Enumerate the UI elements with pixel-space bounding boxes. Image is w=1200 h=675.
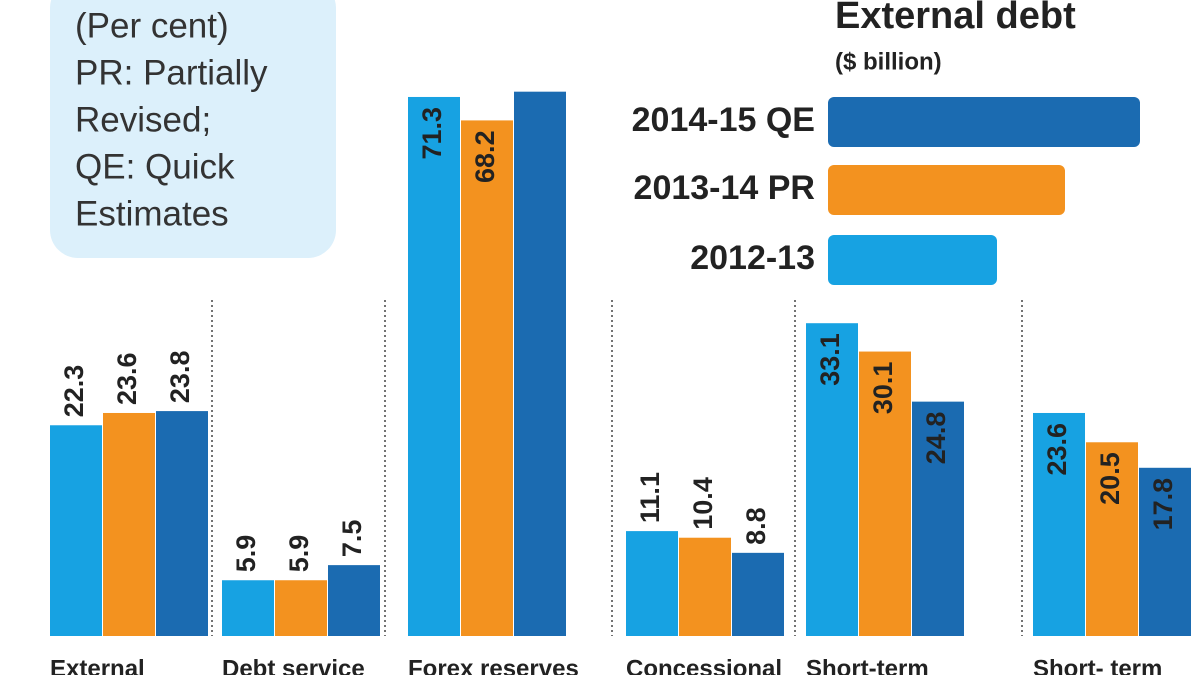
- note-box: [50, 0, 336, 258]
- chart-subtitle: ($ billion): [835, 48, 942, 75]
- bar: [1139, 467, 1191, 636]
- chart-title: External debt: [835, 0, 1076, 37]
- value-label: 7.5: [337, 520, 367, 558]
- value-label: 5.9: [231, 535, 261, 573]
- bar: [461, 120, 513, 636]
- legend-label: 2013-14 PR: [634, 169, 815, 207]
- bar: [50, 425, 102, 636]
- value-label: 30.1: [868, 362, 898, 415]
- legend-swatch: [828, 165, 1065, 215]
- bar: [1086, 442, 1138, 636]
- value-label: 22.3: [59, 365, 89, 418]
- value-label: 71.3: [417, 107, 447, 160]
- bar: [679, 537, 731, 636]
- legend-label: 2012-13: [690, 239, 815, 277]
- legend-swatch: [828, 235, 997, 285]
- bar: [1033, 412, 1085, 636]
- x-tick-label: Short- term: [1033, 655, 1162, 675]
- value-label: 23.6: [112, 352, 142, 405]
- value-label: 33.1: [815, 333, 845, 386]
- x-tick-label: Debt service: [222, 655, 365, 675]
- x-tick-label: Short-term: [806, 655, 929, 675]
- value-label: 17.8: [1148, 478, 1178, 531]
- value-label: 23.6: [1042, 423, 1072, 476]
- bar: [626, 531, 678, 636]
- bar: [275, 580, 327, 636]
- x-tick-label: External: [50, 655, 145, 675]
- note-line: Revised;: [75, 100, 211, 139]
- value-label: 11.1: [635, 472, 665, 523]
- bar: [859, 351, 911, 636]
- x-tick-label: Forex reserves: [408, 655, 579, 675]
- value-label: 23.8: [165, 351, 195, 404]
- legend-label: 2014-15 QE: [632, 101, 815, 139]
- bar: [156, 411, 208, 636]
- value-label: 5.9: [284, 535, 314, 573]
- value-label: 8.8: [741, 507, 771, 545]
- value-label: 24.8: [921, 412, 951, 465]
- bar: [806, 323, 858, 636]
- value-label: 68.2: [470, 130, 500, 183]
- bar: [328, 565, 380, 636]
- bar: [732, 552, 784, 636]
- value-label: 20.5: [1095, 452, 1125, 505]
- legend-swatch: [828, 97, 1140, 147]
- bar: [408, 96, 460, 637]
- value-label: 10.4: [688, 477, 718, 530]
- bar: [912, 401, 964, 636]
- note-line: PR: Partially: [75, 53, 268, 92]
- bar: [103, 412, 155, 636]
- bar: [514, 91, 566, 637]
- bar: [222, 580, 274, 636]
- note-line: (Per cent): [75, 6, 229, 45]
- x-tick-label: Concessional: [626, 655, 782, 675]
- note-line: Estimates: [75, 194, 229, 233]
- note-line: QE: Quick: [75, 147, 235, 186]
